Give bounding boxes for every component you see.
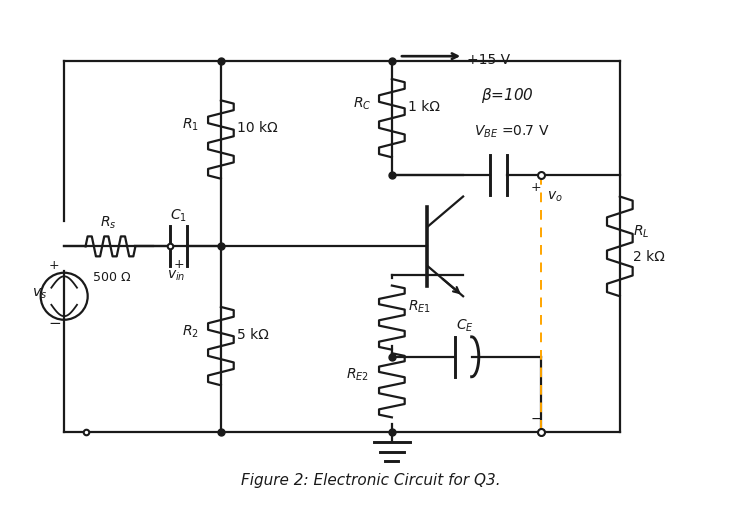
Text: 10 kΩ: 10 kΩ xyxy=(236,121,277,135)
Text: $R_2$: $R_2$ xyxy=(182,323,199,340)
Text: 1 kΩ: 1 kΩ xyxy=(408,100,439,114)
Text: $R_L$: $R_L$ xyxy=(633,224,649,240)
Text: 2 kΩ: 2 kΩ xyxy=(633,249,665,264)
Text: $v_s$: $v_s$ xyxy=(32,286,47,301)
Text: $R_{E1}$: $R_{E1}$ xyxy=(408,299,431,315)
Text: +15 V: +15 V xyxy=(467,53,510,67)
Text: $V_{BE}$ =0.7 V: $V_{BE}$ =0.7 V xyxy=(473,124,549,140)
Text: Figure 2: Electronic Circuit for Q3.: Figure 2: Electronic Circuit for Q3. xyxy=(241,473,500,488)
Text: $R_{E2}$: $R_{E2}$ xyxy=(345,366,368,383)
Text: $v_o$: $v_o$ xyxy=(547,190,563,204)
Text: $\beta$=100: $\beta$=100 xyxy=(481,86,534,105)
Text: +: + xyxy=(48,259,59,272)
Text: $v_{in}$: $v_{in}$ xyxy=(167,268,186,283)
Text: $C_1$: $C_1$ xyxy=(170,207,187,224)
Text: 500 Ω: 500 Ω xyxy=(93,271,130,283)
Text: $R_s$: $R_s$ xyxy=(100,214,116,231)
Text: $R_1$: $R_1$ xyxy=(182,117,199,133)
Text: 5 kΩ: 5 kΩ xyxy=(236,328,268,342)
Text: $R_C$: $R_C$ xyxy=(353,95,371,112)
Text: +: + xyxy=(173,258,184,271)
Text: −: − xyxy=(531,412,542,426)
Text: −: − xyxy=(48,316,62,331)
Text: $C_E$: $C_E$ xyxy=(456,318,473,334)
Text: +: + xyxy=(531,181,542,194)
